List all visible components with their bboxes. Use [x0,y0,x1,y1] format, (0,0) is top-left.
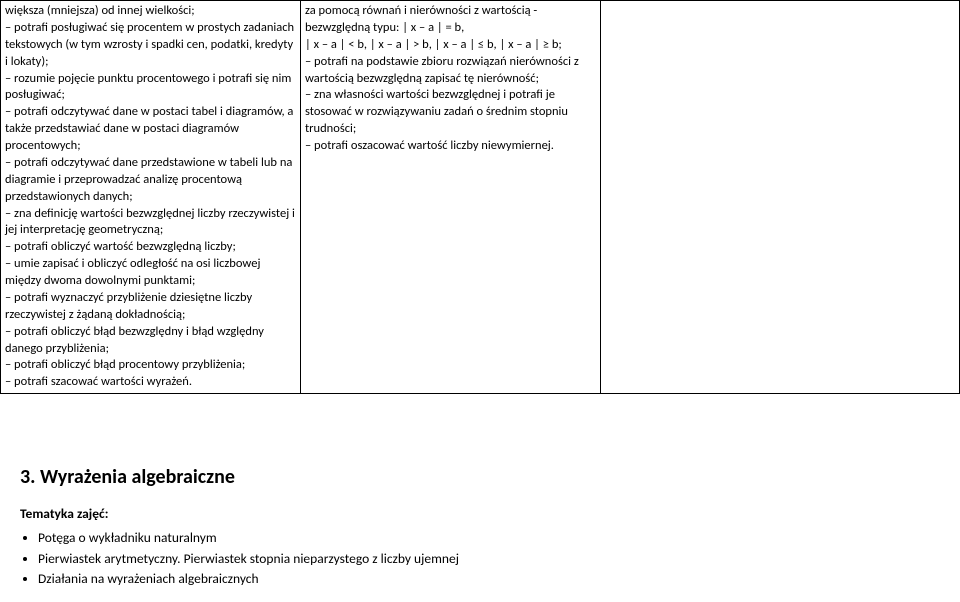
col2-line: | x – a | < b, | x – a | > b, | x – a | … [305,37,562,52]
col2-line: – potrafi na podstawie zbioru rozwiązań … [305,54,579,86]
topic-item: Pierwiastek arytmetyczny. Pierwiastek st… [38,550,940,568]
col1-line: większa (mniejsza) od innej wielkości; [5,3,195,18]
topics-list: Potęga o wykładniku naturalnym Pierwiast… [38,529,940,588]
section-title: 3. Wyrażenia algebraiczne [20,464,940,491]
col1-line: – potrafi obliczyć błąd procentowy przyb… [5,357,245,372]
table-cell-col3 [601,1,960,394]
col2-line: – zna własności wartości bezwzględnej i … [305,87,568,136]
col1-line: – potrafi obliczyć błąd bezwzględny i bł… [5,324,264,356]
col1-line: – potrafi posługiwać się procentem w pro… [5,20,294,69]
col1-line: – umie zapisać i obliczyć odległość na o… [5,256,260,288]
section-3: 3. Wyrażenia algebraiczne Tematyka zajęć… [0,394,960,588]
topic-item: Działania na wyrażeniach algebraicznych [38,570,940,588]
content-table: większa (mniejsza) od innej wielkości; –… [0,0,960,394]
col2-line: – potrafi oszacować wartość liczby niewy… [305,138,554,153]
col1-line: – zna definicję wartości bezwzględnej li… [5,206,295,238]
topic-item: Potęga o wykładniku naturalnym [38,529,940,547]
section-subtitle: Tematyka zajęć: [20,505,940,523]
col1-line: – rozumie pojęcie punktu procentowego i … [5,71,291,103]
col1-line: – potrafi odczytywać dane w postaci tabe… [5,104,293,153]
col1-line: – potrafi wyznaczyć przybliżenie dziesię… [5,290,252,322]
col1-line: – potrafi obliczyć wartość bezwzględną l… [5,239,236,254]
col1-line: – potrafi szacować wartości wyrażeń. [5,374,192,389]
table-cell-col1: większa (mniejsza) od innej wielkości; –… [1,1,301,394]
table-cell-col2: za pomocą równań i nierówności z wartośc… [301,1,601,394]
col2-line: za pomocą równań i nierówności z wartośc… [305,3,537,35]
col1-line: – potrafi odczytywać dane przedstawione … [5,155,292,204]
